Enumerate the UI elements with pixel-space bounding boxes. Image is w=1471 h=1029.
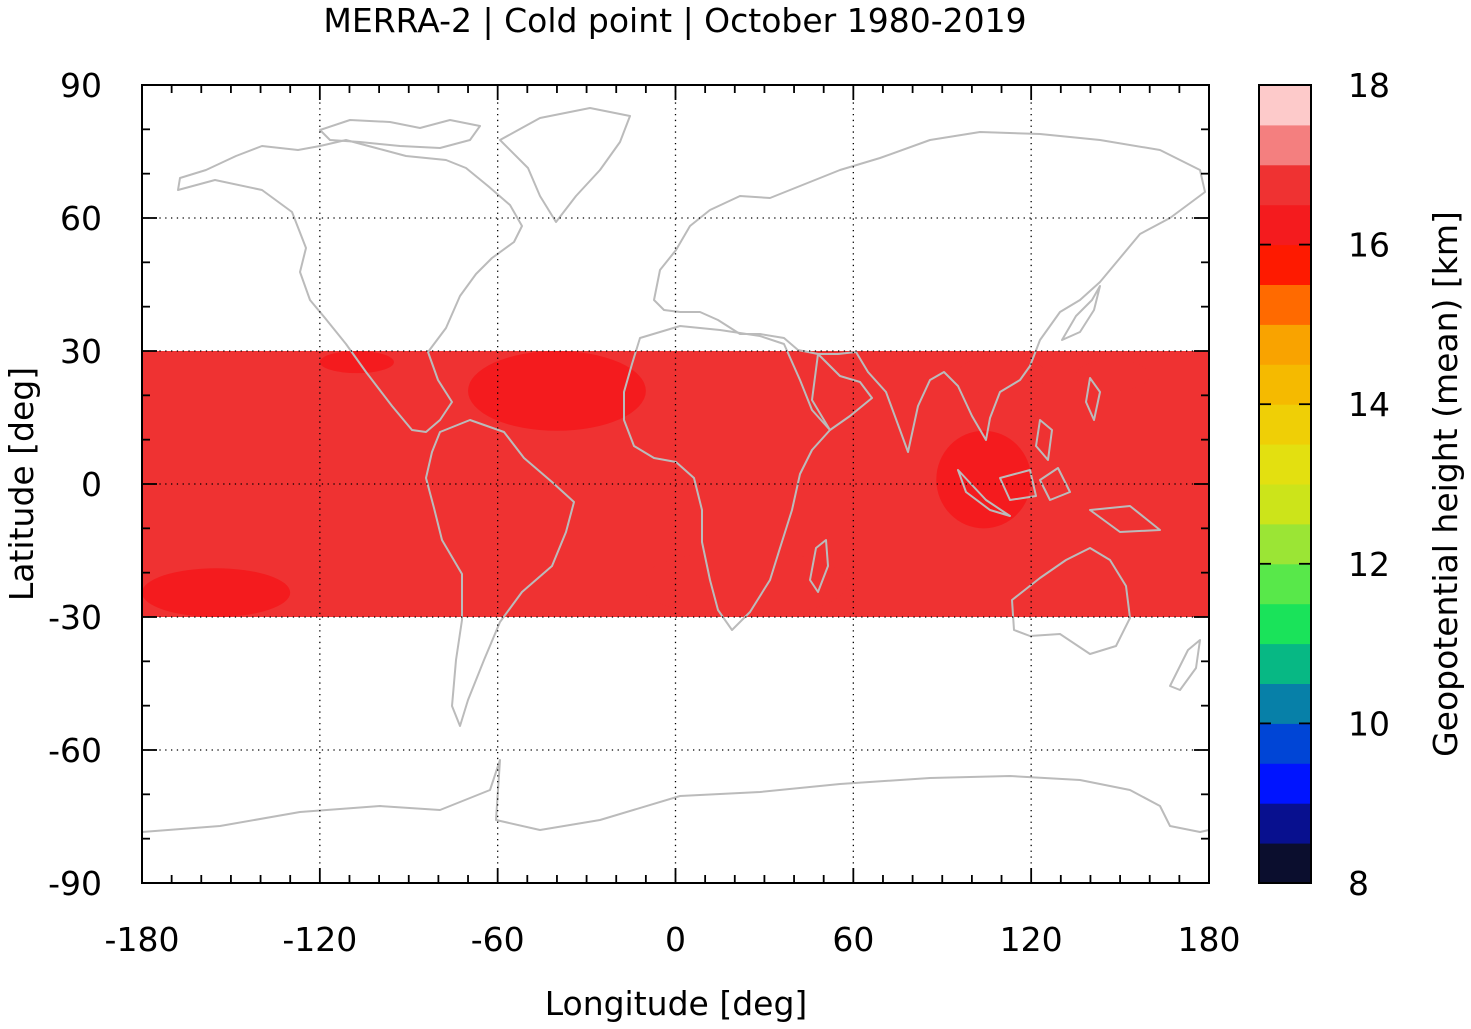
colorbar-swatch [1259,643,1311,684]
colorbar-swatch [1259,364,1311,405]
coastline-australia [1011,547,1131,655]
colorbar-tick-label: 14 [1348,385,1390,424]
value-region [319,351,394,374]
value-region [853,351,898,365]
colorbar-tick-label: 16 [1348,226,1390,265]
colorbar-swatch [1259,284,1311,325]
colorbar-swatch [1259,803,1311,844]
coastline-arabia [811,353,873,431]
y-tick-label: 30 [60,332,102,371]
coastline-arctic-islands [319,119,481,149]
colorbar-swatch [1259,85,1311,126]
colorbar-swatch [1259,603,1311,645]
coastline-antarctica [141,759,1210,833]
colorbar-frame [1258,84,1312,884]
colorbar-tick-label: 18 [1348,66,1390,105]
value-region [468,568,489,617]
coastline-north-america [177,139,523,433]
coastline-south-america [425,419,575,727]
value-region [1075,359,1150,391]
colorbar-swatch [1259,164,1311,206]
x-tick-label: -60 [471,920,525,959]
coastline-japan [1061,285,1101,341]
colorbar-swatch [1259,324,1311,365]
colorbar-swatch [1259,204,1311,246]
colorbar-tick-label: 8 [1348,864,1369,903]
colorbar-tick-labels: 8 10 12 14 16 18 [1348,66,1390,903]
y-tick-label: -90 [48,864,102,903]
axis-ticks [141,84,1210,884]
chart-title: MERRA-2 | Cold point | October 1980-2019 [323,1,1026,40]
plot-area [141,84,1210,884]
y-axis-label: Latitude [deg] [2,367,41,601]
coastline-madagascar [809,539,829,593]
value-region [468,351,646,431]
colorbar-swatch [1259,444,1311,485]
x-tick-labels: -180 -120 -60 0 60 120 180 [105,920,1241,959]
y-tick-label: 90 [60,66,102,105]
value-regions [142,351,1150,617]
y-tick-label: 60 [60,199,102,238]
x-tick-label: -180 [105,920,180,959]
coastline-greenland [499,107,631,223]
colorbar-swatch [1259,843,1311,884]
colorbar-swatch [1259,523,1311,565]
y-tick-labels: 90 60 30 0 -30 -60 -90 [48,66,102,903]
colorbar-swatch [1259,484,1311,525]
colorbar-swatch [1259,124,1311,166]
x-tick-label: 120 [1000,920,1063,959]
x-tick-label: 180 [1178,920,1241,959]
y-tick-label: -60 [48,731,102,770]
coastline-maritime-asia [957,377,1161,533]
colorbar-swatch [1259,404,1311,445]
x-axis-label: Longitude [deg] [545,984,808,1023]
colorbar-swatch [1259,683,1311,724]
value-region [936,430,1032,529]
colorbar-swatch [1259,763,1311,804]
coastlines [141,107,1210,833]
y-tick-label: -30 [48,598,102,637]
colorbar-swatch [1259,563,1311,605]
value-region [639,550,848,617]
coastline-new-zealand [1169,639,1201,691]
colorbar-swatch [1259,244,1311,285]
x-tick-label: 0 [665,920,686,959]
colorbar-label: Geopotential height (mean) [km] [1426,211,1465,757]
x-tick-label: 60 [832,920,874,959]
colorbar-tick-label: 10 [1348,704,1390,743]
value-region [957,355,1046,396]
colorbar-tick-label: 12 [1348,545,1390,584]
value-region [142,568,291,617]
y-tick-label: 0 [81,465,102,504]
coastline-africa [623,325,831,631]
colorbar-swatch [1259,723,1311,764]
colorbar [1258,84,1312,884]
coastline-eurasia [653,131,1206,453]
x-tick-label: -120 [282,920,357,959]
